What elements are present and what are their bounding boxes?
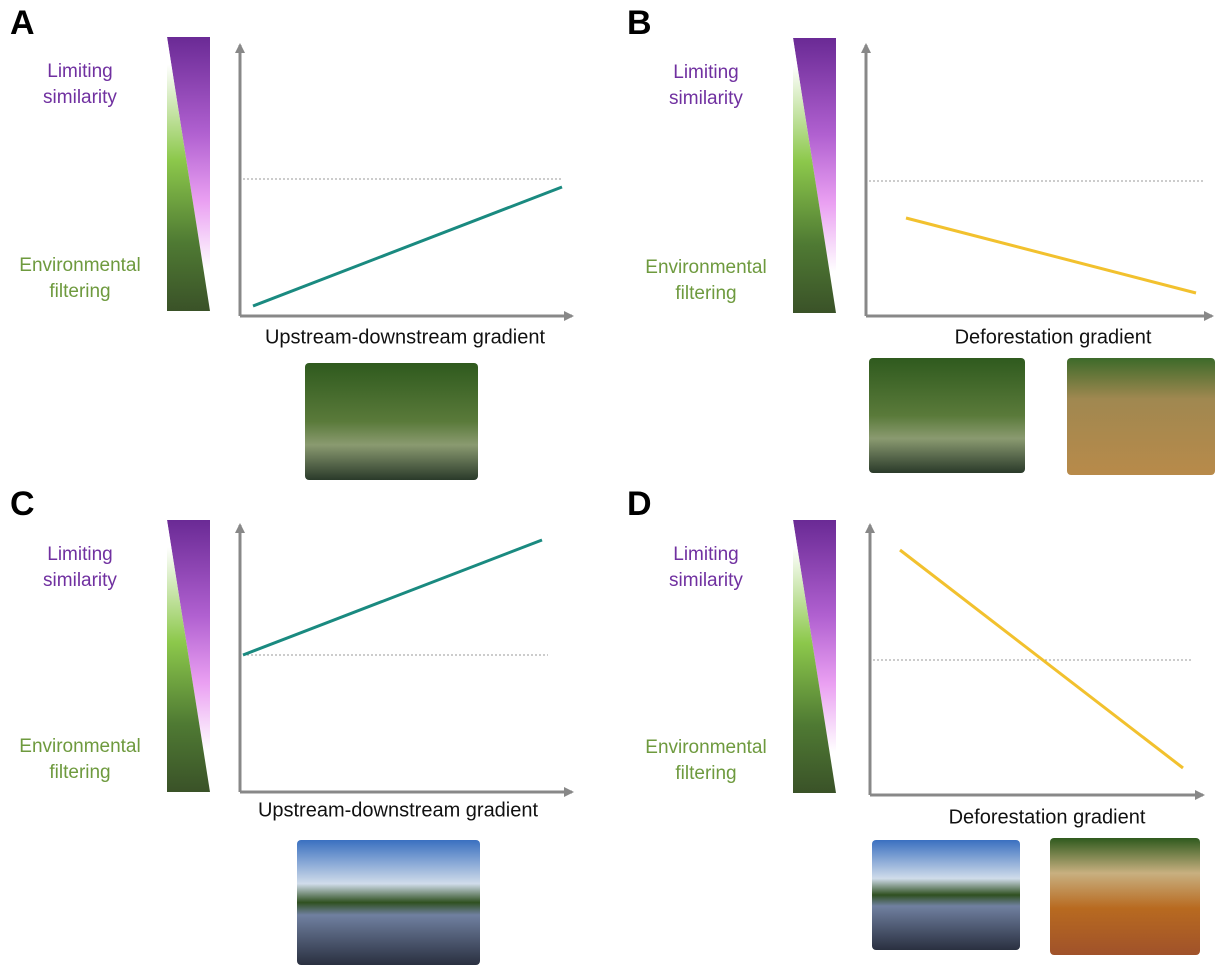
photo: [297, 840, 480, 965]
filtering-wedge: [167, 520, 210, 792]
photo: [872, 840, 1020, 950]
trend-line: [242, 538, 543, 657]
top-label: similarity: [669, 88, 743, 109]
trend-line: [899, 548, 1184, 770]
trend-line: [905, 216, 1197, 295]
bottom-label: filtering: [49, 762, 110, 783]
top-label: similarity: [669, 570, 743, 591]
filtering-wedge: [793, 520, 836, 793]
top-label: similarity: [43, 87, 117, 108]
panel-label: C: [10, 485, 35, 523]
photo: [869, 358, 1025, 473]
filtering-wedge: [793, 38, 836, 313]
bottom-label: filtering: [49, 281, 110, 302]
panel-label: B: [627, 4, 652, 42]
bottom-label: Environmental: [645, 737, 766, 758]
trend-line: [252, 185, 563, 308]
photo: [1050, 838, 1200, 955]
panel-label: D: [627, 485, 652, 523]
x-axis-label: Deforestation gradient: [949, 806, 1146, 828]
top-label: Limiting: [47, 544, 112, 565]
bottom-label: Environmental: [19, 736, 140, 757]
photo: [305, 363, 478, 480]
filtering-wedge: [167, 37, 210, 311]
x-axis-label: Deforestation gradient: [955, 326, 1152, 348]
x-axis-label: Upstream-downstream gradient: [258, 799, 539, 821]
bottom-label: Environmental: [19, 255, 140, 276]
top-label: Limiting: [47, 61, 112, 82]
bottom-label: filtering: [675, 283, 736, 304]
top-label: Limiting: [673, 62, 738, 83]
bottom-label: filtering: [675, 763, 736, 784]
bottom-label: Environmental: [645, 257, 766, 278]
photo: [1067, 358, 1215, 475]
top-label: similarity: [43, 570, 117, 591]
x-axis-label: Upstream-downstream gradient: [265, 326, 546, 348]
top-label: Limiting: [673, 544, 738, 565]
panel-label: A: [10, 4, 35, 42]
